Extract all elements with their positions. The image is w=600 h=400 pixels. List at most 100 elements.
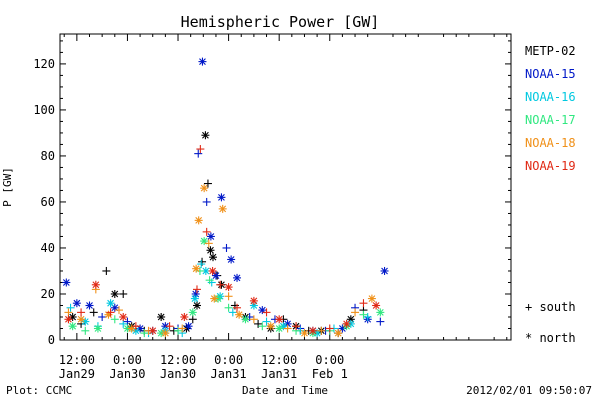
data-point-noaa-18 xyxy=(210,294,219,303)
data-point-noaa-19 xyxy=(262,308,271,317)
x-tick-date: Jan30 xyxy=(109,367,145,381)
data-point-noaa-15 xyxy=(62,278,71,287)
y-tick-label: 120 xyxy=(33,57,55,71)
data-point-noaa-15 xyxy=(72,299,81,308)
data-point-noaa-19 xyxy=(148,326,157,335)
x-tick-time: 12:00 xyxy=(160,353,196,367)
data-point-metp-02 xyxy=(157,312,166,321)
data-point-noaa-19 xyxy=(196,145,205,154)
data-point-noaa-19 xyxy=(165,322,174,331)
data-point-noaa-19 xyxy=(192,285,201,294)
data-point-metp-02 xyxy=(203,179,212,188)
data-points xyxy=(62,57,389,338)
data-point-metp-02 xyxy=(188,315,197,324)
data-point-noaa-18 xyxy=(218,204,227,213)
data-point-noaa-18 xyxy=(204,239,213,248)
data-point-noaa-15 xyxy=(198,57,207,66)
data-point-noaa-15 xyxy=(222,243,231,252)
data-point-metp-02 xyxy=(110,289,119,298)
data-point-noaa-18 xyxy=(283,324,292,333)
data-point-noaa-19 xyxy=(372,301,381,310)
data-point-noaa-15 xyxy=(202,197,211,206)
data-point-metp-02 xyxy=(102,266,111,275)
x-tick-date: Feb 1 xyxy=(312,367,348,381)
data-point-noaa-19 xyxy=(180,312,189,321)
data-point-noaa-19 xyxy=(325,324,334,333)
hemisphere-legend-north: * north xyxy=(525,331,576,345)
data-point-noaa-15 xyxy=(194,149,203,158)
data-point-noaa-19 xyxy=(359,299,368,308)
plot-credit: Plot: CCMC xyxy=(6,384,72,397)
legend-entry-noaa-18: NOAA-18 xyxy=(525,136,576,150)
data-point-metp-02 xyxy=(89,308,98,317)
data-point-noaa-19 xyxy=(106,308,115,317)
data-point-noaa-18 xyxy=(351,308,360,317)
data-point-noaa-18 xyxy=(300,329,309,338)
data-point-noaa-17 xyxy=(188,308,197,317)
data-point-noaa-15 xyxy=(217,193,226,202)
data-point-noaa-15 xyxy=(206,232,215,241)
data-point-noaa-15 xyxy=(85,301,94,310)
data-point-noaa-15 xyxy=(227,255,236,264)
x-tick-time: 0:00 xyxy=(315,353,344,367)
hemisphere-legend-south: + south xyxy=(525,300,576,314)
data-point-noaa-16 xyxy=(262,317,271,326)
data-point-noaa-17 xyxy=(174,326,183,335)
data-point-noaa-18 xyxy=(178,324,187,333)
x-tick-date: Jan31 xyxy=(211,367,247,381)
data-point-noaa-19 xyxy=(119,312,128,321)
data-point-noaa-19 xyxy=(292,322,301,331)
data-point-noaa-19 xyxy=(131,322,140,331)
data-point-noaa-15 xyxy=(211,271,220,280)
data-point-noaa-19 xyxy=(233,303,242,312)
data-point-noaa-16 xyxy=(190,294,199,303)
plot-frame xyxy=(59,33,512,341)
plot-timestamp: 2012/02/01 09:50:07 xyxy=(466,384,592,397)
data-point-noaa-15 xyxy=(380,266,389,275)
legend-entry-noaa-19: NOAA-19 xyxy=(525,159,576,173)
data-point-noaa-15 xyxy=(376,317,385,326)
data-point-metp-02 xyxy=(209,253,218,262)
data-point-noaa-18 xyxy=(200,184,209,193)
data-point-noaa-19 xyxy=(308,326,317,335)
data-point-noaa-16 xyxy=(106,299,115,308)
data-point-noaa-18 xyxy=(367,294,376,303)
y-tick-label: 20 xyxy=(41,287,55,301)
data-point-noaa-19 xyxy=(249,296,258,305)
data-point-noaa-17 xyxy=(241,315,250,324)
data-point-noaa-19 xyxy=(275,315,284,324)
data-point-metp-02 xyxy=(192,301,201,310)
data-point-noaa-19 xyxy=(216,280,225,289)
data-point-noaa-19 xyxy=(202,227,211,236)
data-point-noaa-19 xyxy=(342,319,351,328)
data-point-metp-02 xyxy=(254,319,263,328)
data-point-noaa-19 xyxy=(208,266,217,275)
data-point-noaa-18 xyxy=(194,216,203,225)
data-point-noaa-18 xyxy=(317,326,326,335)
x-tick-date: Jan31 xyxy=(261,367,297,381)
x-tick-time: 12:00 xyxy=(261,353,297,367)
data-point-metp-02 xyxy=(119,289,128,298)
data-point-noaa-16 xyxy=(228,308,237,317)
legend-entry-noaa-17: NOAA-17 xyxy=(525,113,576,127)
x-axis: 12:00Jan290:00Jan3012:00Jan300:00Jan3112… xyxy=(59,34,508,381)
x-tick-date: Jan30 xyxy=(160,367,196,381)
data-point-noaa-18 xyxy=(224,292,233,301)
data-point-noaa-17 xyxy=(81,326,90,335)
y-tick-label: 0 xyxy=(48,333,55,347)
data-point-noaa-17 xyxy=(224,303,233,312)
data-point-noaa-18 xyxy=(334,329,343,338)
legend-entry-noaa-16: NOAA-16 xyxy=(525,90,576,104)
legend: METP-02 NOAA-15 NOAA-16 NOAA-17 NOAA-18 NOAA-… xyxy=(525,44,576,173)
y-tick-label: 80 xyxy=(41,149,55,163)
y-tick-label: 60 xyxy=(41,195,55,209)
legend-entry-metp-02: METP-02 xyxy=(525,44,576,58)
data-point-noaa-18 xyxy=(266,322,275,331)
y-axis: 0 20 40 60 80 100 120 xyxy=(33,40,511,347)
data-point-noaa-16 xyxy=(119,319,128,328)
data-point-noaa-18 xyxy=(192,264,201,273)
hemisphere-legend: + south * north xyxy=(525,300,576,345)
y-tick-label: 100 xyxy=(33,103,55,117)
x-tick-date: Jan29 xyxy=(59,367,95,381)
